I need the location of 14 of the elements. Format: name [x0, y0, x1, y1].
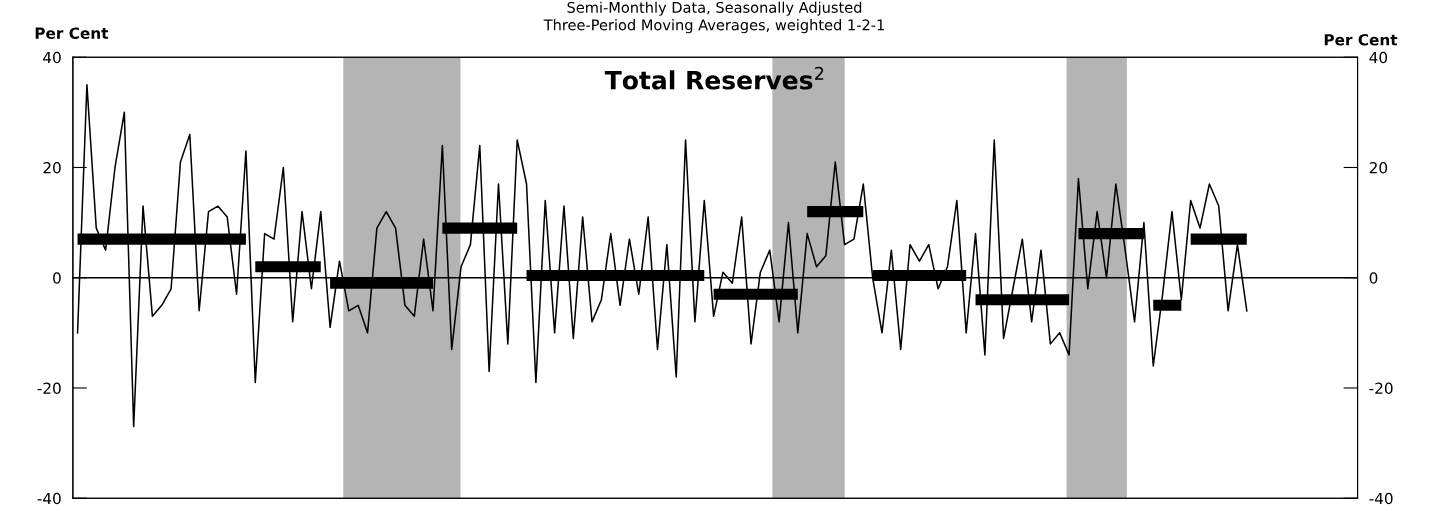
y2-tick-label: 40 — [1369, 51, 1388, 64]
y-tick-label: -20 — [37, 382, 61, 394]
y-tick-label: 40 — [43, 51, 61, 64]
y2-tick-label: 20 — [1369, 161, 1388, 174]
y2-tick-label: 0 — [1369, 272, 1378, 284]
chart-subtitle: Semi-Monthly Data, Seasonally Adjusted Three-Period Moving Averages, weighted 1-2-1 — [543, 1, 884, 34]
y-tick-label: 0 — [53, 272, 61, 284]
y-tick-label: -40 — [37, 492, 61, 505]
y2-axis-title: Per Cent — [1324, 34, 1398, 46]
y2-tick-label: -40 — [1369, 492, 1393, 505]
y-axis-title: Per Cent — [35, 27, 109, 39]
y-tick-label: 20 — [43, 161, 61, 174]
y2-tick-label: -20 — [1369, 382, 1393, 394]
chart-title: Total Reserves$^{2}$ — [604, 66, 824, 90]
